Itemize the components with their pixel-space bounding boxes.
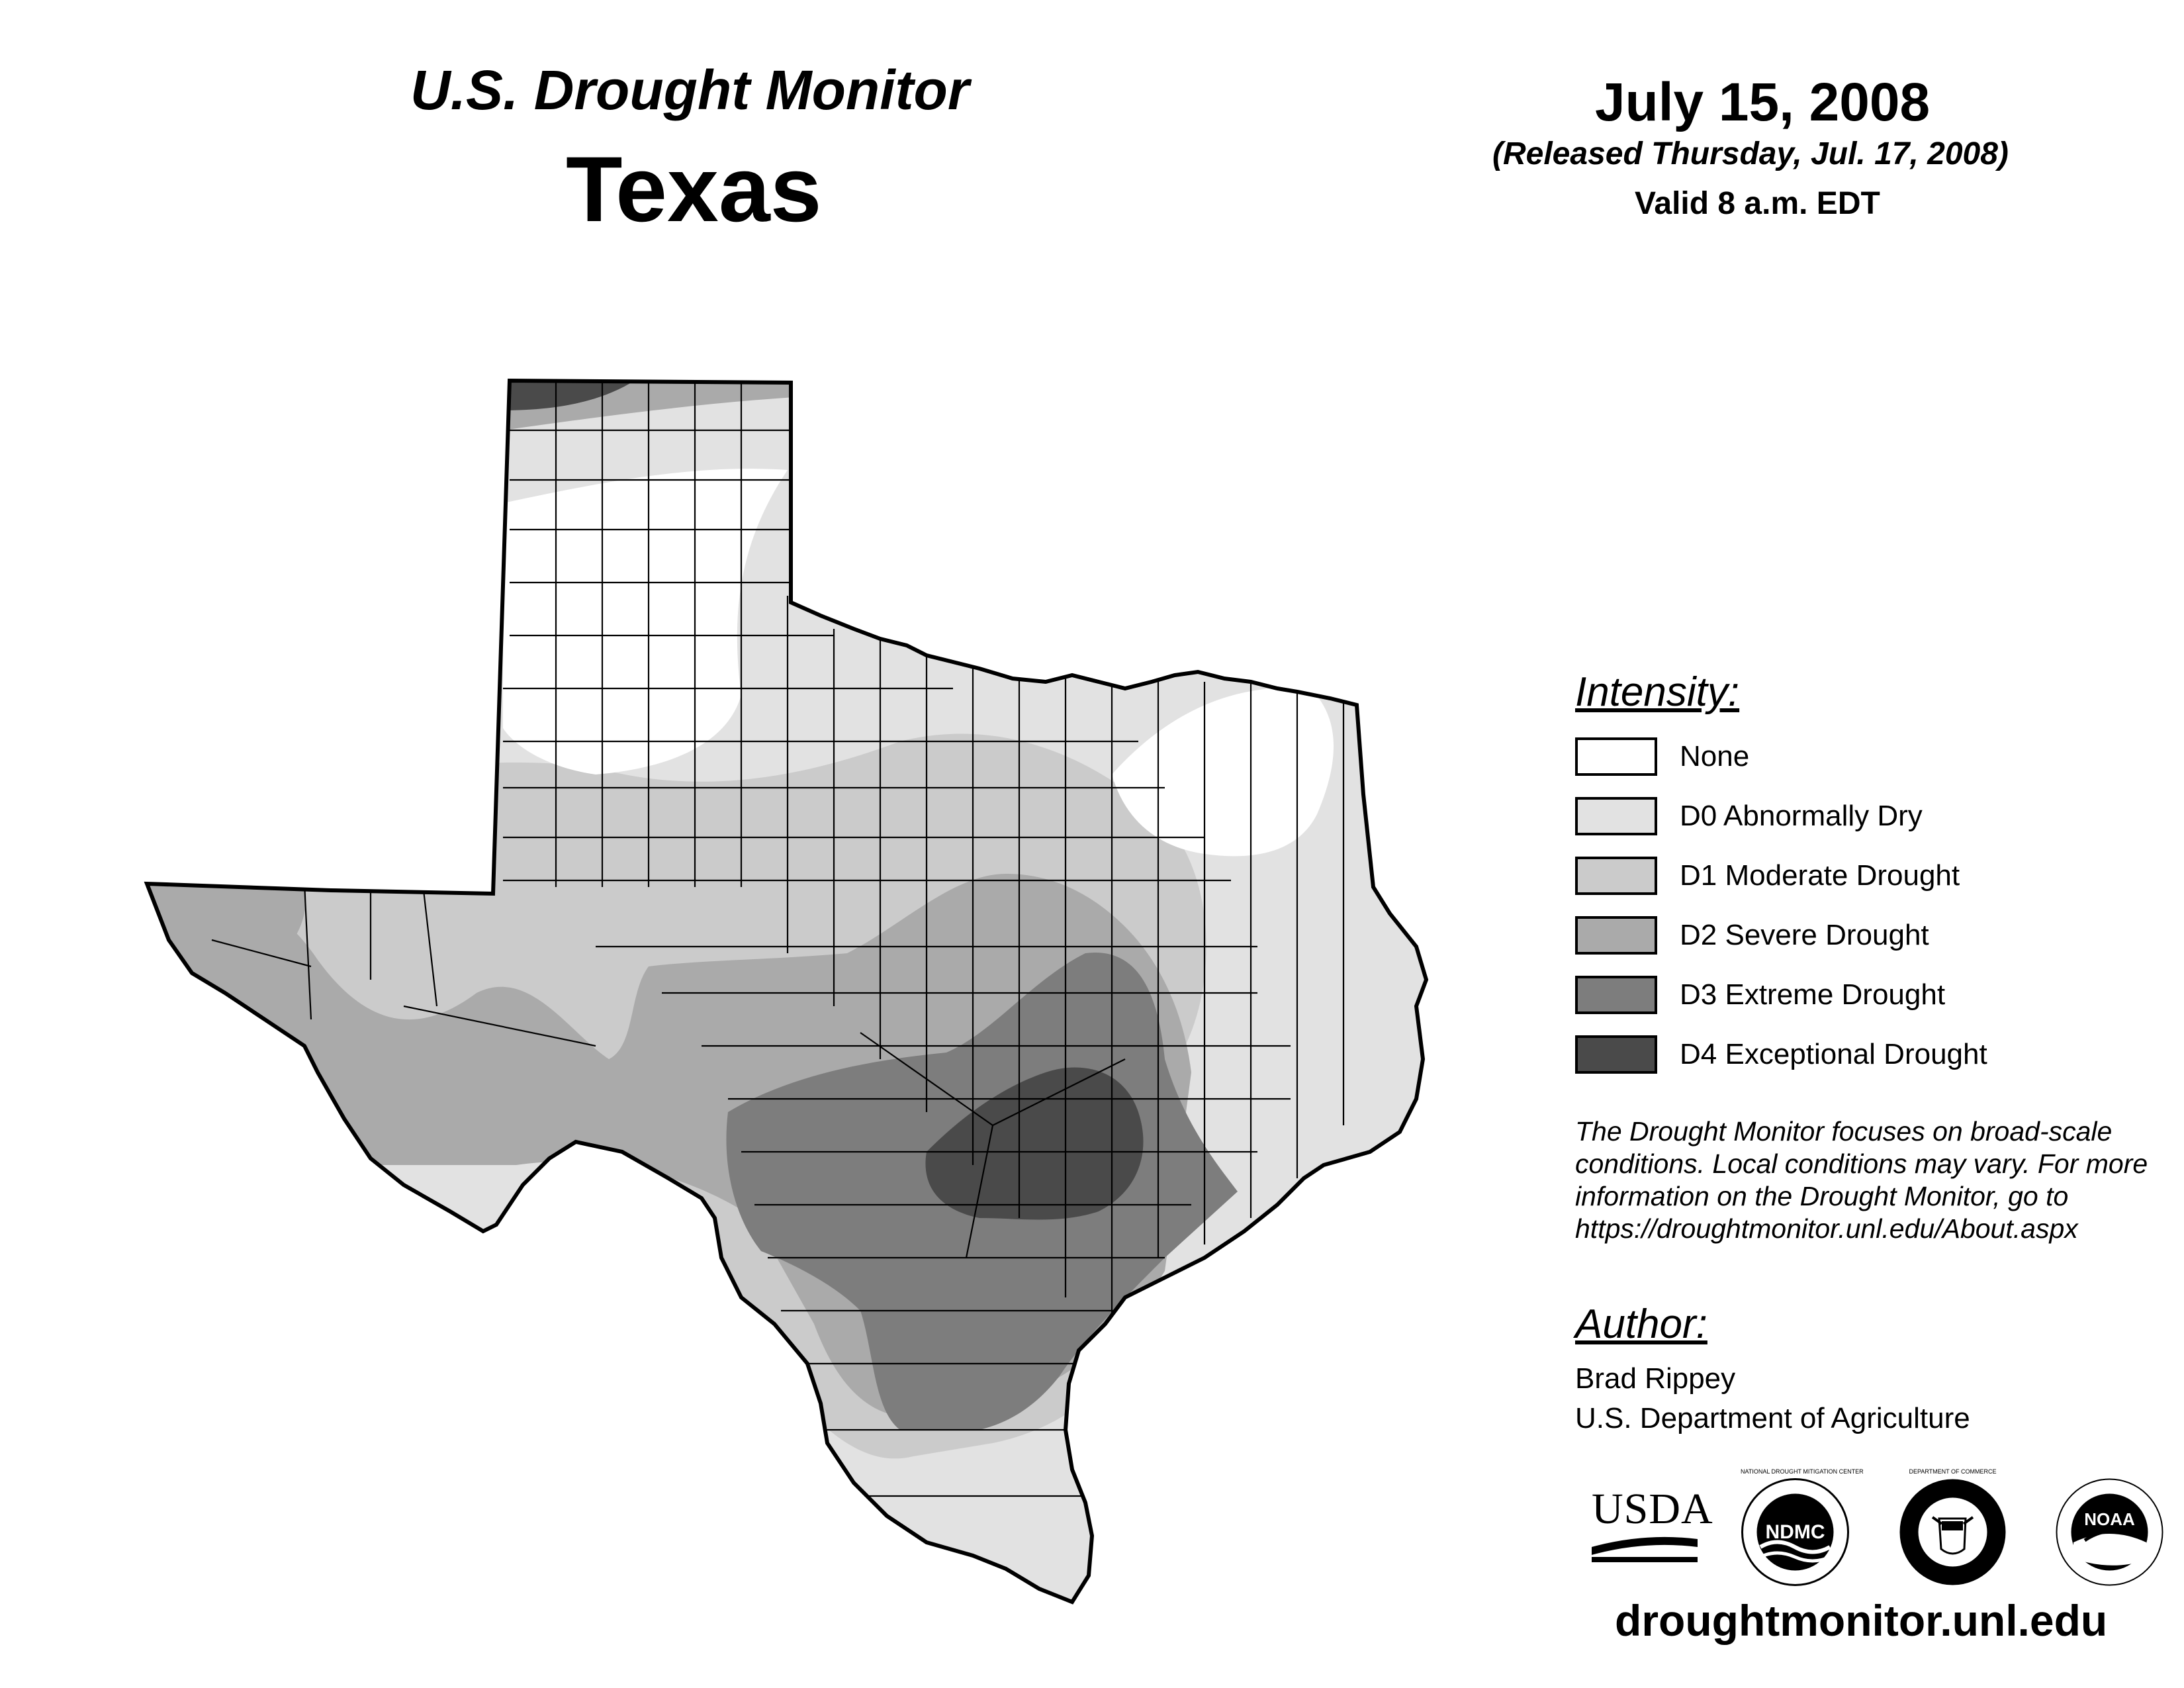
legend-swatch bbox=[1575, 857, 1657, 895]
usda-logo-text: USDA bbox=[1592, 1485, 1713, 1533]
legend-label: D3 Extreme Drought bbox=[1680, 978, 1946, 1011]
noaa-logo[interactable]: NOAA bbox=[2055, 1477, 2164, 1587]
author-name: Brad Rippey bbox=[1575, 1362, 1736, 1395]
legend-swatch bbox=[1575, 976, 1657, 1014]
noaa-seal-icon: NOAA bbox=[2056, 1478, 2163, 1586]
ndmc-ring-text: NATIONAL DROUGHT MITIGATION CENTER bbox=[1741, 1468, 1864, 1475]
commerce-seal-icon bbox=[1899, 1479, 2006, 1585]
legend-item: D4 Exceptional Drought bbox=[1575, 1033, 1987, 1076]
map-title: U.S. Drought Monitor bbox=[410, 59, 970, 121]
note-line: information on the Drought Monitor, go t… bbox=[1575, 1181, 2069, 1211]
disclaimer-note: The Drought Monitor focuses on broad-sca… bbox=[1575, 1115, 2171, 1245]
release-date: (Released Thursday, Jul. 17, 2008) bbox=[1492, 136, 2009, 171]
legend-label: D2 Severe Drought bbox=[1680, 919, 1929, 951]
noaa-label: NOAA bbox=[2084, 1509, 2135, 1529]
note-line: The Drought Monitor focuses on broad-sca… bbox=[1575, 1116, 2113, 1147]
legend-swatch bbox=[1575, 1035, 1657, 1074]
legend-swatch bbox=[1575, 916, 1657, 955]
legend-item: D3 Extreme Drought bbox=[1575, 973, 1945, 1017]
legend-item: None bbox=[1575, 735, 1749, 778]
usda-swoosh-icon bbox=[1592, 1536, 1698, 1562]
legend-item: D1 Moderate Drought bbox=[1575, 854, 1960, 898]
legend-label: None bbox=[1680, 740, 1750, 773]
state-title: Texas bbox=[566, 137, 822, 241]
legend-swatch bbox=[1575, 797, 1657, 835]
usda-logo[interactable]: USDA bbox=[1592, 1485, 1713, 1562]
map-date: July 15, 2008 bbox=[1595, 72, 1931, 132]
commerce-seal[interactable]: DEPARTMENT OF COMMERCE bbox=[1898, 1468, 2007, 1587]
note-link[interactable]: https://droughtmonitor.unl.edu/About.asp… bbox=[1575, 1213, 2078, 1244]
note-line: conditions. Local conditions may vary. F… bbox=[1575, 1149, 2148, 1179]
author-org: U.S. Department of Agriculture bbox=[1575, 1402, 1970, 1434]
legend-item: D0 Abnormally Dry bbox=[1575, 794, 1923, 838]
legend-label: D1 Moderate Drought bbox=[1680, 859, 1960, 892]
valid-time: Valid 8 a.m. EDT bbox=[1635, 186, 1880, 221]
legend-label: D4 Exceptional Drought bbox=[1680, 1038, 1987, 1070]
texas-drought-map bbox=[132, 364, 1456, 1622]
legend-title: Intensity: bbox=[1575, 669, 1740, 715]
ndmc-label: NDMC bbox=[1766, 1521, 1825, 1543]
commerce-ring-text: DEPARTMENT OF COMMERCE bbox=[1909, 1468, 1997, 1475]
ndmc-seal-icon: NDMC bbox=[1741, 1478, 1849, 1586]
ndmc-logo[interactable]: NDMC NATIONAL DROUGHT MITIGATION CENTER bbox=[1741, 1468, 1864, 1587]
footer-url[interactable]: droughtmonitor.unl.edu bbox=[1615, 1596, 2108, 1645]
legend-label: D0 Abnormally Dry bbox=[1680, 800, 1923, 832]
legend-item: D2 Severe Drought bbox=[1575, 914, 1929, 957]
author-heading: Author: bbox=[1575, 1301, 1707, 1347]
legend-swatch bbox=[1575, 737, 1657, 776]
